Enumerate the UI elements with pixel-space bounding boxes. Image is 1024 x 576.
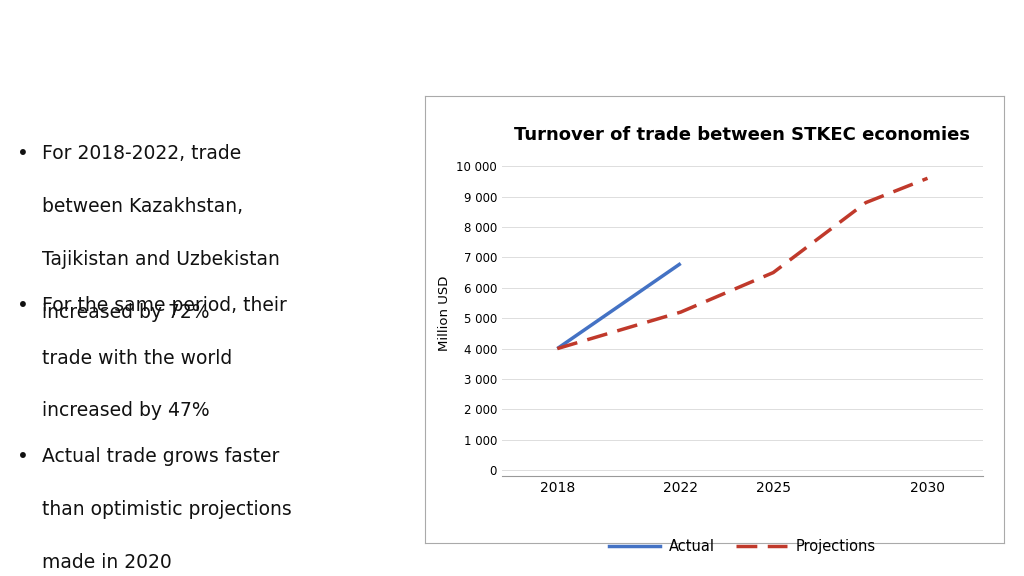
Text: •: • — [17, 448, 30, 467]
Text: Trends in Trade between STKEC Economies: Trends in Trade between STKEC Economies — [39, 28, 912, 62]
Text: INTERNAL. The information is accessible to ADB Management and staff. It may be s: INTERNAL. The information is accessible … — [12, 557, 655, 567]
Text: between Kazakhstan,: between Kazakhstan, — [43, 197, 244, 216]
Text: increased by 72%: increased by 72% — [43, 303, 210, 322]
Text: than optimistic projections: than optimistic projections — [43, 500, 292, 519]
Legend: Actual, Projections: Actual, Projections — [603, 533, 882, 560]
Text: •: • — [17, 296, 30, 315]
Text: •: • — [17, 145, 30, 164]
Y-axis label: Million USD: Million USD — [437, 276, 451, 351]
Text: made in 2020: made in 2020 — [43, 553, 172, 572]
Text: For the same period, their: For the same period, their — [43, 296, 288, 315]
Text: Tajikistan and Uzbekistan: Tajikistan and Uzbekistan — [43, 250, 281, 269]
Text: Actual trade grows faster: Actual trade grows faster — [43, 448, 280, 467]
Title: Turnover of trade between STKEC economies: Turnover of trade between STKEC economie… — [514, 126, 971, 144]
Text: increased by 47%: increased by 47% — [43, 401, 210, 420]
Text: trade with the world: trade with the world — [43, 348, 232, 367]
Text: For 2018-2022, trade: For 2018-2022, trade — [43, 145, 242, 164]
